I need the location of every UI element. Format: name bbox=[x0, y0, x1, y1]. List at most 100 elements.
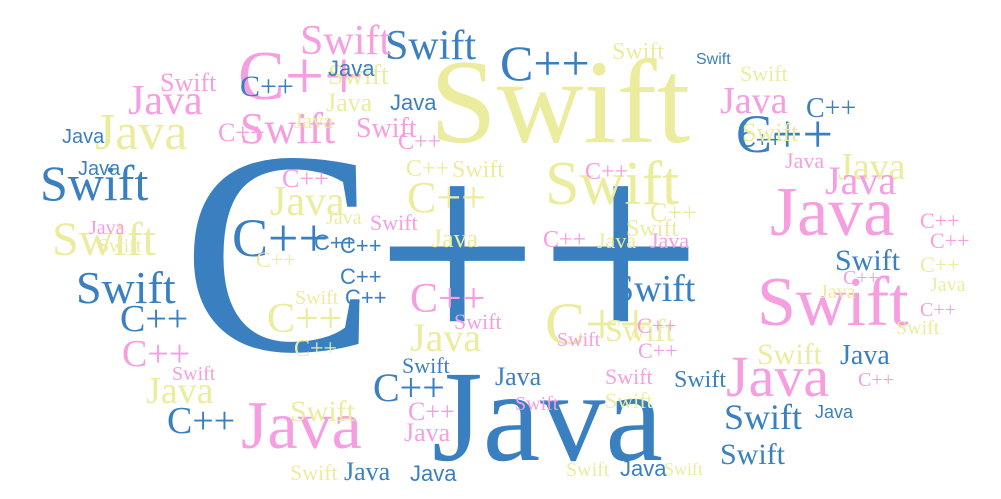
word-cpp-47: C++ bbox=[240, 70, 294, 103]
word-swift-33: Swift bbox=[724, 397, 803, 437]
word-java-9: Java bbox=[726, 344, 830, 409]
word-java-53: Java bbox=[294, 108, 334, 133]
word-java-87: Java bbox=[404, 418, 451, 447]
word-swift-58: Swift bbox=[452, 157, 505, 183]
word-swift-46: Swift bbox=[328, 60, 389, 91]
word-java-63: Java bbox=[89, 217, 125, 239]
word-cpp-70: C++ bbox=[843, 267, 879, 289]
word-java-69: Java bbox=[820, 281, 856, 303]
word-swift-78: Swift bbox=[720, 438, 786, 471]
word-cpp-57: C++ bbox=[585, 159, 629, 185]
word-swift-74: Swift bbox=[742, 118, 799, 147]
word-cpp-26: C++ bbox=[407, 173, 486, 222]
word-swift-17: Swift bbox=[300, 18, 392, 64]
word-java-4: Java bbox=[770, 174, 895, 251]
word-swift-30: Swift bbox=[613, 268, 696, 310]
word-swift-36: Swift bbox=[835, 244, 901, 277]
word-cpp-100: C++ bbox=[543, 227, 587, 253]
word-cpp-3: C++ bbox=[238, 38, 364, 115]
word-java-37: Java bbox=[840, 340, 890, 371]
word-swift-64: Swift bbox=[98, 235, 142, 257]
word-cpp-15: C++ bbox=[232, 208, 329, 268]
word-java-41: Java bbox=[495, 362, 542, 391]
word-swift-106: Swift bbox=[605, 364, 653, 389]
word-java-101: Java bbox=[597, 228, 637, 253]
word-swift-16: Swift bbox=[385, 23, 477, 69]
word-cpp-27: C++ bbox=[410, 276, 486, 322]
word-swift-42: Swift bbox=[674, 367, 727, 393]
word-cpp-39: C++ bbox=[806, 93, 857, 124]
word-swift-76: Swift bbox=[696, 51, 731, 68]
word-cpp-66: C++ bbox=[920, 252, 960, 277]
word-cpp-22: C++ bbox=[122, 333, 191, 375]
word-cpp-24: C++ bbox=[167, 400, 236, 442]
word-swift-18: Swift bbox=[40, 155, 149, 211]
word-swift-85: Swift bbox=[290, 395, 356, 428]
word-java-67: Java bbox=[930, 274, 966, 296]
word-swift-80: Swift bbox=[664, 459, 704, 479]
word-java-29: Java bbox=[410, 315, 482, 360]
word-swift-105: Swift bbox=[557, 329, 601, 351]
word-java-56: Java bbox=[785, 148, 825, 173]
word-java-1: Java bbox=[432, 345, 663, 489]
word-cpp-92: C++ bbox=[340, 264, 382, 289]
word-java-79: Java bbox=[620, 456, 667, 481]
word-swift-75: Swift bbox=[740, 61, 788, 86]
word-swift-20: Swift bbox=[76, 262, 176, 313]
word-cpp-10: C++ bbox=[736, 104, 833, 164]
word-java-38: Java bbox=[720, 80, 788, 122]
word-java-48: Java bbox=[326, 88, 373, 117]
word-swift-40: Swift bbox=[757, 338, 823, 371]
word-swift-43: Swift bbox=[626, 216, 679, 242]
word-swift-88: Swift bbox=[402, 353, 450, 378]
word-cpp-72: C++ bbox=[858, 369, 894, 391]
word-swift-81: Swift bbox=[566, 459, 610, 481]
word-cpp-54: C++ bbox=[218, 118, 265, 147]
word-cpp-99: C++ bbox=[256, 247, 296, 272]
word-cpp-60: C++ bbox=[406, 156, 450, 182]
word-cpp-98: C++ bbox=[294, 336, 338, 362]
word-swift-97: Swift bbox=[454, 309, 502, 334]
word-swift-109: Swift bbox=[160, 68, 217, 97]
word-swift-89: Swift bbox=[172, 363, 216, 385]
word-java-73: Java bbox=[815, 402, 854, 422]
word-cpp-0: C++ bbox=[182, 92, 703, 413]
word-java-25: Java bbox=[270, 179, 345, 225]
word-java-95: Java bbox=[326, 207, 362, 229]
word-java-62: Java bbox=[62, 126, 105, 148]
word-java-50: Java bbox=[390, 90, 437, 115]
word-java-82: Java bbox=[410, 461, 457, 486]
word-cpp-52: C++ bbox=[282, 164, 329, 193]
word-cpp-91: C++ bbox=[340, 233, 382, 258]
word-swift-94: Swift bbox=[370, 210, 418, 235]
word-swift-84: Swift bbox=[290, 460, 338, 485]
word-cpp-21: C++ bbox=[120, 298, 189, 340]
word-cpp-59: C++ bbox=[398, 129, 442, 155]
word-swift-49: Swift bbox=[356, 113, 417, 144]
word-cpp-55: C++ bbox=[740, 127, 782, 152]
word-swift-96: Swift bbox=[295, 287, 339, 309]
word-java-51: Java bbox=[328, 56, 375, 81]
word-swift-5: Swift bbox=[757, 264, 909, 341]
word-swift-107: Swift bbox=[605, 388, 653, 413]
word-java-61: Java bbox=[78, 158, 121, 180]
word-java-102: Java bbox=[650, 228, 690, 253]
word-swift-19: Swift bbox=[52, 213, 157, 266]
word-cpp-104: C++ bbox=[638, 338, 678, 363]
word-cpp-14: C++ bbox=[500, 35, 590, 91]
word-java-11: Java bbox=[95, 104, 188, 161]
word-cpp-6: C++ bbox=[545, 291, 653, 357]
word-cpp-44: C++ bbox=[650, 198, 697, 227]
word-java-23: Java bbox=[146, 370, 214, 412]
word-cpp-90: C++ bbox=[314, 230, 356, 255]
word-swift-77: Swift bbox=[612, 39, 665, 65]
word-cpp-93: C++ bbox=[345, 285, 387, 310]
word-swift-31: Swift bbox=[605, 312, 675, 348]
word-cpp-68: C++ bbox=[920, 299, 956, 321]
word-swift-71: Swift bbox=[896, 317, 940, 339]
word-java-83: Java bbox=[344, 457, 391, 486]
word-java-8: Java bbox=[241, 387, 362, 463]
word-cpp-65: C++ bbox=[930, 228, 970, 253]
word-cpp-110: C++ bbox=[920, 208, 960, 233]
